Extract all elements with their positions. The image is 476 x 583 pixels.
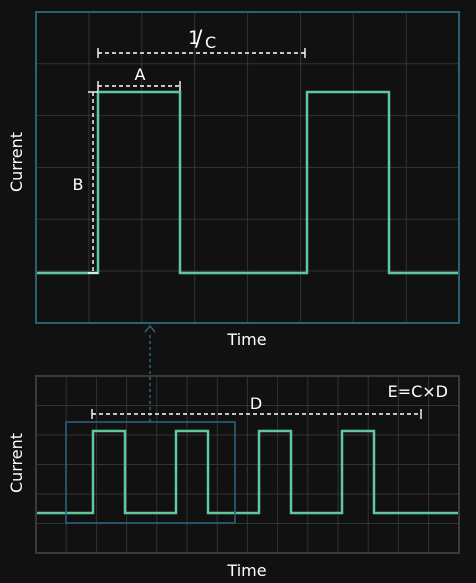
bottom-y-axis-label: Current xyxy=(7,433,26,493)
duration-marker xyxy=(91,409,422,419)
top-y-axis-label: Current xyxy=(7,132,26,192)
amplitude-label: B xyxy=(73,175,84,194)
bottom-grid xyxy=(36,376,459,553)
zoom-arrow xyxy=(144,324,156,422)
amplitude-marker xyxy=(88,91,98,274)
zoom-region-box xyxy=(65,421,236,524)
top-x-axis-label: Time xyxy=(226,330,266,349)
energy-equation: E=C×D xyxy=(388,382,448,401)
bottom-x-axis-label: Time xyxy=(226,561,266,580)
period-label-slash: / xyxy=(195,27,203,52)
period-label-denominator: C xyxy=(205,33,216,52)
duration-label: D xyxy=(250,394,262,413)
top-plot-frame xyxy=(35,11,460,324)
period-label-numerator: 1 xyxy=(188,27,200,49)
bottom-waveform xyxy=(37,429,458,515)
bottom-plot-frame xyxy=(35,375,460,554)
pulse-width-marker xyxy=(97,81,181,91)
top-grid xyxy=(36,12,459,323)
top-waveform xyxy=(37,90,458,275)
pulse-width-label: A xyxy=(135,65,146,84)
period-marker xyxy=(97,48,306,58)
